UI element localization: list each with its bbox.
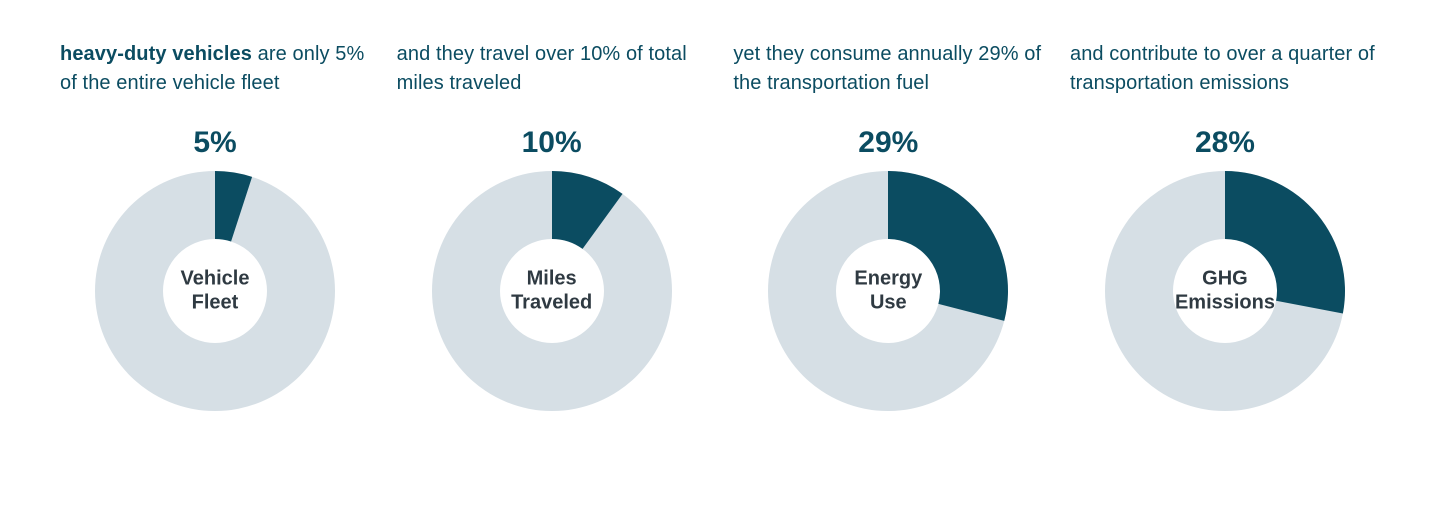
donut-chart: Vehicle Fleet [60, 166, 370, 416]
caption: and contribute to over a quarter of tran… [1070, 40, 1380, 112]
caption: heavy-duty vehicles are only 5% of the e… [60, 40, 370, 112]
caption-rest: yet they consume annually 29% of the tra… [733, 43, 1041, 94]
panel-miles-traveled: and they travel over 10% of total miles … [397, 40, 707, 454]
caption-bold: heavy-duty vehicles [60, 43, 252, 65]
percentage-label: 29% [733, 126, 1043, 160]
percentage-label: 5% [60, 126, 370, 160]
panel-energy-use: yet they consume annually 29% of the tra… [733, 40, 1043, 454]
percentage-label: 28% [1070, 126, 1380, 160]
caption-rest: and contribute to over a quarter of tran… [1070, 43, 1375, 94]
donut-center-label: Miles Traveled [511, 267, 592, 314]
donut-chart: Miles Traveled [397, 166, 707, 416]
donut-chart: Energy Use [733, 166, 1043, 416]
donut-chart: GHG Emissions [1070, 166, 1380, 416]
panel-vehicle-fleet: heavy-duty vehicles are only 5% of the e… [60, 40, 370, 454]
donut-center-label: GHG Emissions [1175, 267, 1275, 314]
donut-center-label: Vehicle Fleet [181, 267, 250, 314]
caption-rest: and they travel over 10% of total miles … [397, 43, 687, 94]
caption: and they travel over 10% of total miles … [397, 40, 707, 112]
percentage-label: 10% [397, 126, 707, 160]
panel-ghg-emissions: and contribute to over a quarter of tran… [1070, 40, 1380, 454]
donut-center-label: Energy Use [854, 267, 922, 314]
caption: yet they consume annually 29% of the tra… [733, 40, 1043, 112]
